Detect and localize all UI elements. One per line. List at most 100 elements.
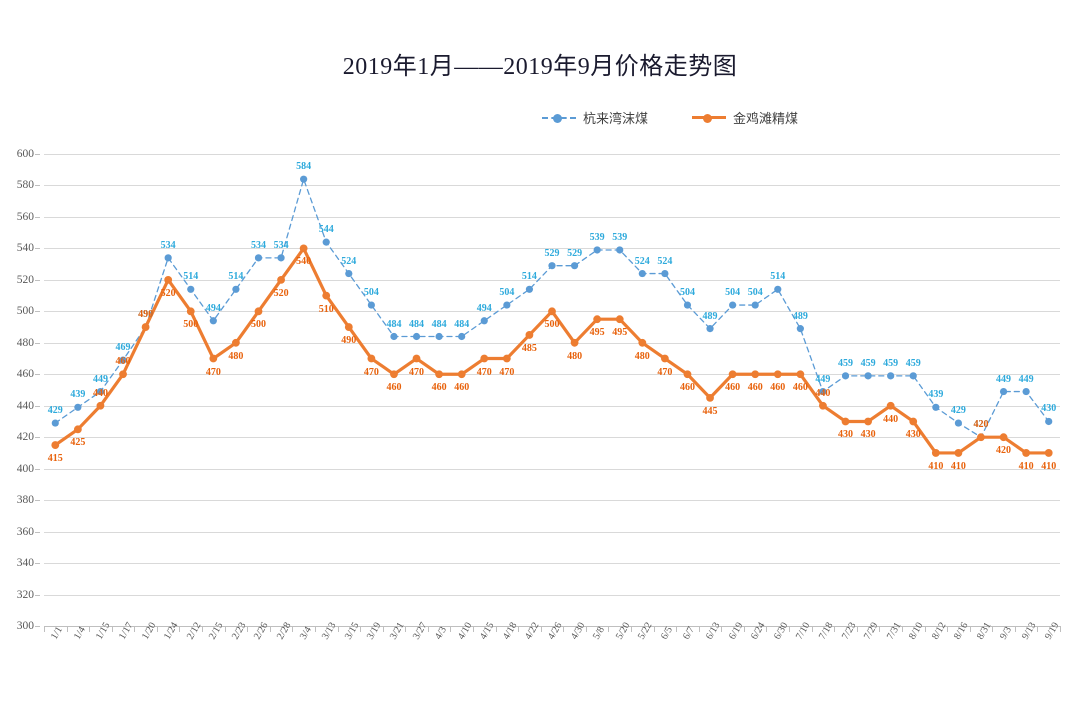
data-point-label: 460 bbox=[679, 382, 695, 394]
data-point-marker[interactable] bbox=[458, 332, 466, 341]
legend-item-1[interactable]: 金鸡滩精煤 bbox=[692, 108, 798, 127]
data-point-marker[interactable] bbox=[390, 370, 398, 379]
data-point-marker[interactable] bbox=[435, 370, 444, 379]
data-point-marker[interactable] bbox=[457, 370, 466, 379]
data-point-marker[interactable] bbox=[322, 238, 330, 246]
data-point-marker[interactable] bbox=[503, 301, 511, 309]
data-point-marker[interactable] bbox=[593, 315, 602, 324]
data-point-marker[interactable] bbox=[954, 449, 963, 457]
data-point-marker[interactable] bbox=[367, 354, 376, 363]
data-point-marker[interactable] bbox=[525, 285, 534, 293]
data-point-marker[interactable] bbox=[593, 246, 601, 254]
data-point-marker[interactable] bbox=[96, 387, 105, 396]
data-point-marker[interactable] bbox=[367, 301, 375, 309]
data-point-marker[interactable] bbox=[773, 370, 782, 379]
data-point-marker[interactable] bbox=[254, 307, 263, 316]
data-point-marker[interactable] bbox=[254, 254, 263, 262]
data-point-marker[interactable] bbox=[796, 325, 804, 333]
data-point-marker[interactable] bbox=[1045, 417, 1053, 426]
data-point-label: 460 bbox=[747, 382, 763, 394]
data-point-marker[interactable] bbox=[299, 244, 308, 253]
data-point-marker[interactable] bbox=[887, 372, 895, 380]
data-point-marker[interactable] bbox=[480, 354, 489, 363]
data-point-marker[interactable] bbox=[886, 401, 895, 410]
data-point-marker[interactable] bbox=[412, 332, 421, 341]
data-point-marker[interactable] bbox=[661, 269, 669, 278]
x-axis-tick bbox=[44, 626, 45, 632]
data-point-marker[interactable] bbox=[683, 370, 692, 379]
data-point-marker[interactable] bbox=[164, 275, 173, 284]
y-axis-tick-label: 500 bbox=[16, 305, 34, 318]
data-point-label: 584 bbox=[296, 161, 312, 173]
data-point-marker[interactable] bbox=[390, 332, 398, 341]
data-point-marker[interactable] bbox=[502, 354, 511, 363]
data-point-marker[interactable] bbox=[232, 338, 240, 347]
data-point-marker[interactable] bbox=[999, 387, 1008, 396]
x-axis-tick bbox=[563, 626, 565, 632]
data-point-marker[interactable] bbox=[344, 323, 353, 331]
data-point-marker[interactable] bbox=[660, 354, 669, 363]
data-point-marker[interactable] bbox=[119, 370, 127, 379]
data-point-marker[interactable] bbox=[706, 325, 714, 333]
data-point-marker[interactable] bbox=[638, 338, 647, 347]
data-point-marker[interactable] bbox=[841, 372, 850, 380]
data-point-marker[interactable] bbox=[570, 338, 579, 347]
data-point-marker[interactable] bbox=[999, 433, 1008, 442]
data-point-marker[interactable] bbox=[774, 285, 782, 293]
data-point-marker[interactable] bbox=[300, 175, 308, 183]
data-point-marker[interactable] bbox=[909, 372, 917, 380]
data-point-label: 449 bbox=[1018, 373, 1034, 385]
data-point-marker[interactable] bbox=[209, 354, 218, 363]
data-point-marker[interactable] bbox=[616, 246, 624, 254]
data-point-marker[interactable] bbox=[864, 372, 872, 380]
data-point-marker[interactable] bbox=[977, 433, 985, 442]
data-point-marker[interactable] bbox=[728, 370, 737, 379]
data-point-marker[interactable] bbox=[277, 275, 285, 284]
data-point-marker[interactable] bbox=[141, 323, 150, 331]
data-point-marker[interactable] bbox=[480, 317, 488, 325]
data-point-marker[interactable] bbox=[232, 285, 240, 293]
data-point-marker[interactable] bbox=[864, 417, 872, 426]
data-point-marker[interactable] bbox=[796, 370, 805, 379]
data-point-marker[interactable] bbox=[51, 419, 59, 427]
data-point-marker[interactable] bbox=[51, 441, 60, 449]
data-point-marker[interactable] bbox=[909, 417, 918, 426]
data-point-marker[interactable] bbox=[1044, 449, 1053, 457]
data-point-marker[interactable] bbox=[729, 301, 737, 309]
data-point-marker[interactable] bbox=[209, 317, 217, 325]
data-point-marker[interactable] bbox=[412, 354, 421, 363]
y-axis-tick-label: 560 bbox=[16, 210, 34, 223]
data-point-marker[interactable] bbox=[548, 262, 556, 270]
data-point-marker[interactable] bbox=[638, 269, 646, 278]
data-point-marker[interactable] bbox=[322, 291, 331, 300]
data-point-marker[interactable] bbox=[187, 285, 195, 293]
data-point-marker[interactable] bbox=[932, 403, 940, 411]
data-point-marker[interactable] bbox=[186, 307, 195, 316]
data-point-marker[interactable] bbox=[841, 417, 850, 426]
data-point-marker[interactable] bbox=[73, 425, 82, 434]
data-point-marker[interactable] bbox=[931, 449, 940, 457]
data-point-marker[interactable] bbox=[96, 401, 105, 410]
data-point-marker[interactable] bbox=[819, 401, 827, 410]
data-point-marker[interactable] bbox=[1022, 387, 1030, 396]
data-point-marker[interactable] bbox=[525, 331, 534, 339]
data-point-marker[interactable] bbox=[277, 254, 285, 262]
data-point-marker[interactable] bbox=[954, 419, 963, 427]
data-point-marker[interactable] bbox=[548, 307, 556, 316]
data-point-marker[interactable] bbox=[119, 356, 127, 364]
data-point-marker[interactable] bbox=[751, 301, 759, 309]
data-point-marker[interactable] bbox=[751, 370, 760, 379]
data-point-marker[interactable] bbox=[1022, 449, 1031, 457]
data-point-label: 484 bbox=[386, 318, 402, 330]
data-point-marker[interactable] bbox=[435, 332, 443, 341]
data-point-marker[interactable] bbox=[706, 393, 714, 402]
data-point-marker[interactable] bbox=[819, 387, 827, 396]
data-point-label: 510 bbox=[318, 303, 334, 315]
data-point-marker[interactable] bbox=[615, 315, 624, 324]
legend-item-0[interactable]: 杭来湾沫煤 bbox=[541, 108, 648, 127]
data-point-marker[interactable] bbox=[164, 254, 172, 262]
data-point-marker[interactable] bbox=[570, 262, 579, 270]
data-point-marker[interactable] bbox=[74, 403, 82, 411]
data-point-marker[interactable] bbox=[345, 269, 353, 278]
data-point-marker[interactable] bbox=[683, 301, 692, 309]
